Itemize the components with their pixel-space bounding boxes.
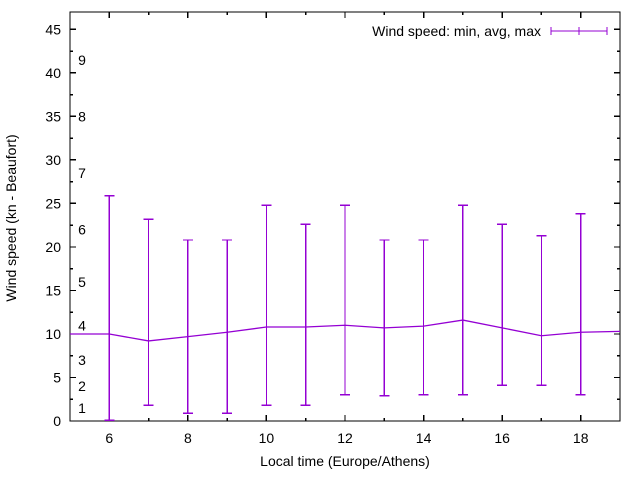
error-bar	[457, 204, 468, 396]
x-tick-label: 16	[494, 430, 510, 446]
y-tick-label: 45	[45, 21, 61, 37]
error-bar	[418, 239, 429, 396]
beaufort-label: 6	[78, 222, 86, 238]
error-bar	[143, 218, 154, 406]
beaufort-scale-labels: 1 2 3 4 5 6 7 8 9	[78, 52, 86, 416]
error-bar	[104, 194, 115, 421]
beaufort-label: 1	[78, 400, 86, 416]
error-bar	[222, 239, 233, 414]
y-axis-title: Wind speed (kn - Beaufort)	[3, 134, 19, 301]
x-tick-label: 10	[259, 430, 275, 446]
x-tick-label: 8	[184, 430, 192, 446]
x-tick-label: 18	[573, 430, 589, 446]
y-tick-label: 15	[45, 282, 61, 298]
y-tick-label: 40	[45, 65, 61, 81]
y-tick-label: 30	[45, 152, 61, 168]
y-tick-label: 20	[45, 239, 61, 255]
beaufort-label: 8	[78, 108, 86, 124]
data-series-group	[70, 194, 621, 421]
legend-entry-label: Wind speed: min, avg, max	[372, 23, 541, 39]
error-bar	[182, 239, 193, 414]
beaufort-label: 5	[78, 274, 86, 290]
y-tick-label: 25	[45, 195, 61, 211]
y-tick-label: 0	[53, 413, 61, 429]
y-tick-label: 35	[45, 108, 61, 124]
beaufort-label: 4	[78, 317, 86, 333]
beaufort-label: 2	[78, 378, 86, 394]
error-bar	[340, 204, 350, 396]
x-tick-label: 14	[416, 430, 432, 446]
x-tick-label: 6	[105, 430, 113, 446]
y-tick-label: 5	[53, 369, 61, 385]
beaufort-label: 3	[78, 352, 86, 368]
legend-sample-icon	[550, 27, 608, 35]
beaufort-label: 9	[78, 52, 86, 68]
x-axis-title: Local time (Europe/Athens)	[260, 453, 430, 469]
error-bar	[379, 239, 390, 397]
x-tick-label: 12	[337, 430, 353, 446]
error-bar	[261, 204, 272, 406]
chart-legend: Wind speed: min, avg, max	[372, 23, 608, 39]
error-bar	[575, 213, 586, 396]
average-wind-speed-line	[70, 319, 621, 342]
error-bar	[497, 223, 508, 386]
beaufort-label: 7	[78, 165, 86, 181]
y-tick-label: 10	[45, 326, 61, 342]
error-bar	[536, 234, 547, 386]
error-bar	[300, 223, 311, 406]
x-axis-ticks: 6 8 10 12 14 16 18	[69, 12, 621, 446]
